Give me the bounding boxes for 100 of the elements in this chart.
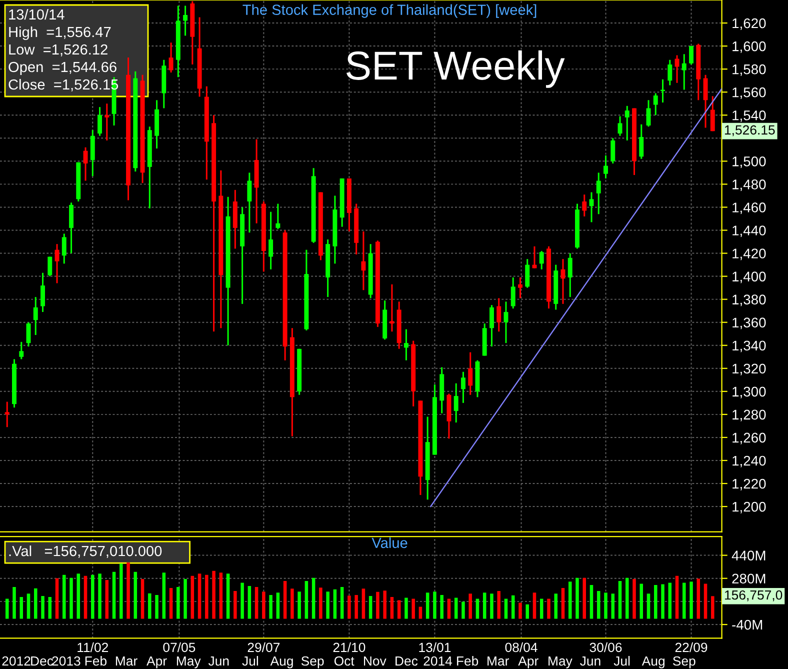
candlestick	[668, 59, 672, 86]
bar	[576, 578, 579, 619]
bar	[696, 578, 700, 619]
bar	[454, 598, 458, 619]
bar	[611, 594, 615, 619]
bar	[582, 578, 586, 619]
bar	[312, 578, 316, 619]
annotation: 13/10/14	[9, 8, 64, 20]
candlestick	[4, 401, 10, 428]
x2-tick-label: Apr	[518, 656, 538, 668]
y-tick-label: 440M	[732, 550, 766, 560]
bar	[319, 588, 322, 619]
bar	[561, 588, 565, 619]
y-tick-label: 1,280	[732, 410, 766, 422]
x2-tick-label: Sep	[673, 656, 696, 668]
bar	[6, 598, 9, 619]
bar	[126, 562, 130, 619]
y-tick-label: 1,320	[732, 364, 766, 376]
y-tick-label: 1,600	[732, 41, 766, 53]
candlestick	[639, 124, 644, 160]
candlestick	[98, 106, 102, 137]
x2-tick-label: Oct	[334, 656, 354, 666]
bar	[134, 572, 138, 619]
candlestick	[624, 105, 630, 142]
x2-tick-label: May	[176, 656, 201, 668]
bar	[20, 596, 24, 619]
bar	[269, 594, 272, 619]
bar	[440, 594, 444, 619]
x2-tick-label: Jul	[242, 656, 258, 666]
candlestick	[604, 154, 608, 180]
x2-tick-label: Nov	[364, 656, 386, 666]
bar	[547, 598, 550, 619]
x2-tick-label: Aug	[270, 656, 293, 668]
candlestick	[582, 194, 587, 218]
bar	[604, 592, 608, 619]
bar	[48, 596, 52, 619]
candlestick	[104, 102, 110, 142]
x2-tick-label: Aug	[642, 656, 664, 668]
bar	[304, 580, 308, 619]
x2-tick-label: 2012	[2, 656, 30, 666]
candlestick	[653, 92, 658, 116]
x2-tick-label: 2014	[424, 656, 452, 666]
candlestick	[610, 137, 616, 164]
bar	[504, 598, 508, 619]
y-tick-label: 1,560	[732, 87, 766, 99]
bar	[169, 588, 173, 619]
bar	[76, 574, 80, 619]
bar	[668, 582, 672, 619]
bar	[397, 600, 401, 619]
bar	[632, 578, 636, 619]
bar	[326, 592, 330, 619]
text: SET Weekly	[346, 50, 565, 88]
candlestick	[596, 172, 601, 215]
bar	[476, 598, 480, 619]
bar	[91, 574, 94, 619]
bar	[383, 590, 386, 619]
bar	[155, 594, 158, 619]
bar	[226, 574, 230, 619]
candlestick	[168, 42, 174, 74]
bar	[84, 576, 88, 619]
bar	[240, 582, 244, 619]
y-tick-label: 1,540	[732, 110, 766, 122]
bar	[447, 598, 451, 619]
bar	[362, 588, 366, 619]
x-tick-label: 13/01	[419, 642, 451, 652]
chart-title: The Stock Exchange of Thailand(SET) [week]	[242, 4, 536, 18]
x2-tick-label: May	[548, 656, 572, 668]
annotation: .Val =156,757,010.000	[9, 545, 162, 558]
candlestick	[268, 211, 274, 270]
bar	[618, 580, 622, 619]
bar	[490, 594, 494, 619]
bar	[234, 591, 237, 619]
bar	[184, 578, 187, 619]
bar	[404, 598, 408, 619]
chart-title: Value	[372, 537, 408, 548]
x2-tick-label: Feb	[85, 656, 107, 666]
bar	[148, 593, 152, 619]
bar	[462, 602, 465, 619]
annotation: Open =1,544.66	[8, 62, 116, 76]
x-tick-label: 08/04	[505, 642, 538, 652]
bar	[12, 587, 16, 619]
candlestick	[689, 45, 694, 66]
y-tick-label: 1,220	[732, 478, 766, 490]
candlestick	[703, 74, 708, 129]
bar	[340, 587, 344, 619]
bar	[276, 592, 280, 619]
candlestick	[83, 146, 88, 182]
x2-tick-label: 2013	[52, 656, 80, 666]
y-tick-label: 1,380	[732, 294, 766, 306]
bar	[354, 594, 358, 619]
candlestick	[646, 99, 651, 128]
bar	[526, 604, 529, 619]
bar	[26, 594, 30, 619]
candlestick	[568, 252, 572, 298]
bar	[120, 564, 123, 619]
bar	[283, 580, 287, 619]
bar	[34, 588, 38, 619]
candlestick	[539, 250, 544, 270]
y-tick-label: 1,240	[732, 456, 766, 468]
y-tick-label: 1,200	[732, 502, 766, 514]
